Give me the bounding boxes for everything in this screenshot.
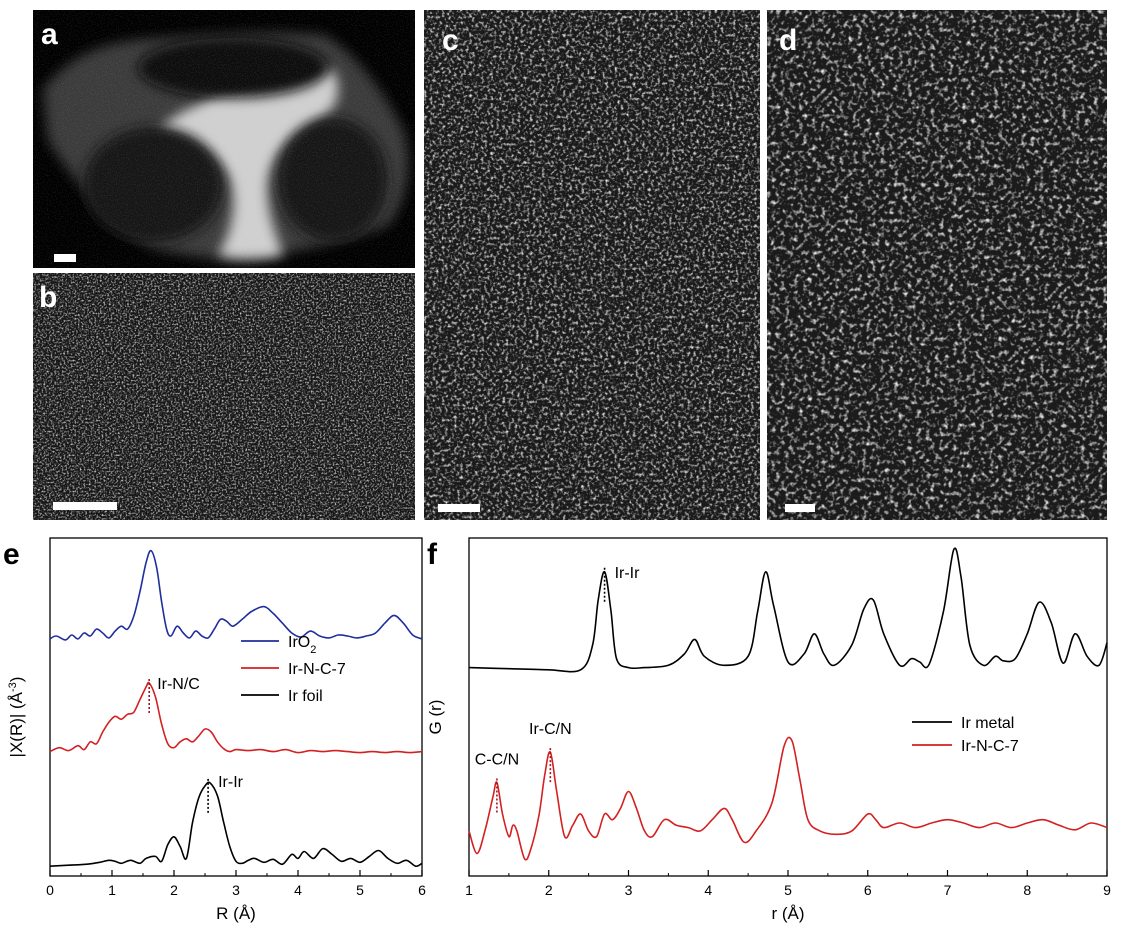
tick-label: 2: [545, 882, 553, 898]
chart-e-ylabel-sup: -3: [7, 682, 19, 692]
tick-label: 6: [418, 882, 426, 898]
panel-label-f: f: [427, 538, 437, 571]
series-line-irNC7: [468, 736, 1108, 861]
annotation-label: Ir-C/N: [529, 721, 572, 738]
micrograph-panel-d: d: [767, 10, 1107, 520]
tick-label: 9: [1103, 882, 1111, 898]
tick-label: 8: [1023, 882, 1031, 898]
series-line-ir: [49, 781, 423, 868]
scale-bar-a: [54, 254, 76, 262]
panel-label-e: e: [3, 538, 20, 571]
tick-label: 2: [170, 882, 178, 898]
chart-f-ylabel: G (r): [426, 700, 445, 735]
legend-label: Ir-N-C-7: [288, 661, 346, 678]
tick-label: 3: [625, 882, 633, 898]
tick-label: 6: [864, 882, 872, 898]
micrograph-b-image: [33, 273, 415, 520]
scale-bar-c: [438, 504, 480, 512]
annotation-label: Ir-N/C: [157, 676, 200, 693]
tick-label: 1: [465, 882, 473, 898]
chart-f-xlabel: r (Å): [771, 904, 804, 923]
tick-label: 4: [294, 882, 302, 898]
micrograph-c-image: [424, 10, 760, 520]
legend-label: IrO2: [288, 634, 316, 656]
chart-e-annotations: Ir-N/C Ir-Ir: [148, 676, 244, 813]
tick-label: 5: [356, 882, 364, 898]
chart-e-frame: [49, 537, 423, 877]
chart-e-legend: IrO2 Ir-N-C-7 Ir foil: [241, 634, 346, 705]
chart-e-lines: [49, 549, 423, 868]
legend-label: Ir-N-C-7: [961, 738, 1019, 755]
panel-label-d: d: [779, 24, 798, 57]
tick-label: 5: [784, 882, 792, 898]
chart-f-frame: [468, 537, 1108, 877]
panel-label-a: a: [41, 18, 58, 51]
annotation-label: Ir-Ir: [218, 774, 244, 791]
chart-f-lines: [468, 547, 1108, 861]
panel-label-c: c: [442, 24, 459, 57]
tick-label: 3: [232, 882, 240, 898]
chart-f: 1 2 3 4 5 6 7 8 9 Ir-Ir Ir-C/N C-C/N Ir metal Ir-N-…: [426, 537, 1111, 923]
series-line-irNC7: [49, 681, 423, 754]
micrograph-d-image: [767, 10, 1107, 520]
chart-f-legend: Ir metal Ir-N-C-7: [912, 715, 1019, 755]
scale-bar-b: [53, 502, 117, 510]
scale-bar-d: [785, 504, 815, 512]
panel-label-b: b: [39, 281, 58, 314]
micrograph-panel-a: a: [33, 10, 415, 268]
chart-e-xlabel: R (Å): [216, 904, 256, 923]
tick-label: 0: [46, 882, 54, 898]
legend-label: Ir foil: [288, 688, 323, 705]
tick-label: 1: [108, 882, 116, 898]
annotation-label: Ir-Ir: [615, 565, 641, 582]
micrograph-a-image: [33, 10, 415, 268]
micrograph-panel-b: b: [33, 273, 415, 520]
legend-label: Ir metal: [961, 715, 1014, 732]
series-line-ir: [468, 547, 1108, 673]
micrograph-panel-c: c: [424, 10, 760, 520]
annotation-label: C-C/N: [475, 751, 519, 768]
tick-label: 4: [704, 882, 712, 898]
tick-label: 7: [944, 882, 952, 898]
chart-e-ylabel-end: ): [7, 677, 26, 683]
series-line-irO2: [49, 549, 423, 641]
chart-e-ylabel: |X(R)| (Å-3): [7, 677, 26, 758]
chart-f-ticks: 1 2 3 4 5 6 7 8 9: [465, 870, 1111, 898]
chart-e-ylabel-main: |X(R)| (Å: [7, 691, 26, 757]
chart-e-ticks: 0 1 2 3 4 5 6: [46, 870, 426, 898]
chart-f-annotations: Ir-Ir Ir-C/N C-C/N: [475, 565, 640, 813]
